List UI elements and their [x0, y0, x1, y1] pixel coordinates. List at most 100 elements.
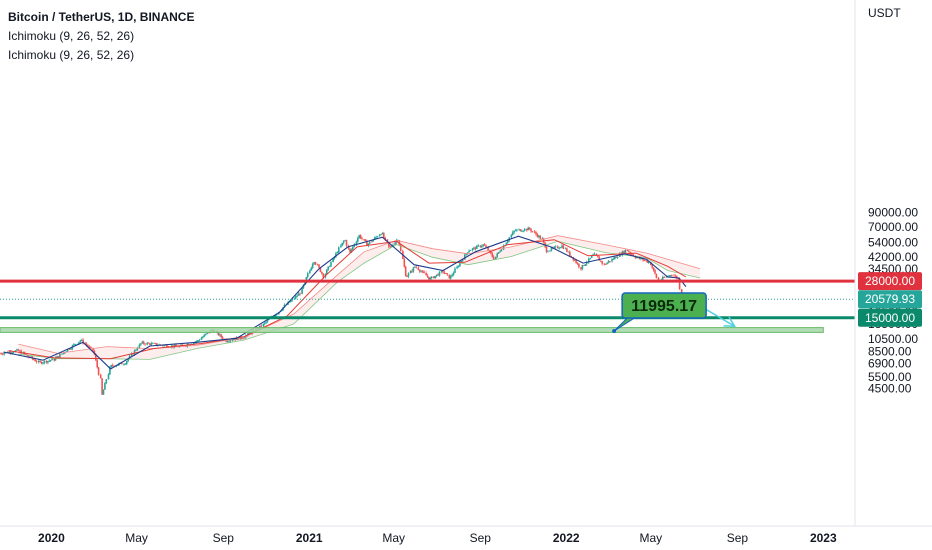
- candle: [522, 230, 525, 233]
- candle: [523, 228, 526, 232]
- candle: [3, 352, 5, 356]
- candle: [500, 249, 503, 252]
- x-tick-label: 2023: [810, 531, 837, 545]
- candle: [39, 359, 41, 363]
- chart-legend: Bitcoin / TetherUS, 1D, BINANCE Ichimoku…: [8, 8, 194, 65]
- candle: [412, 266, 415, 273]
- candle: [142, 340, 145, 345]
- candle: [407, 272, 410, 279]
- candle: [342, 240, 345, 245]
- x-tick-label: May: [382, 531, 405, 545]
- candle: [154, 342, 156, 344]
- candle: [394, 242, 396, 246]
- candle: [471, 247, 474, 252]
- candle: [419, 269, 421, 273]
- candle: [652, 267, 655, 272]
- candle: [262, 323, 265, 327]
- candle: [341, 242, 344, 247]
- time-axis[interactable]: 2020 May Sep 2021 May Sep 2022 May Sep 2023: [38, 531, 837, 545]
- drawing-overlays: 11995.17: [0, 279, 855, 333]
- candle: [469, 249, 472, 251]
- leading-span-a: [18, 235, 701, 354]
- candle: [623, 250, 625, 254]
- candle: [344, 239, 346, 242]
- x-tick-label: May: [125, 531, 148, 545]
- candle: [581, 264, 584, 271]
- candle: [654, 269, 656, 275]
- candle: [226, 340, 229, 343]
- candle: [521, 229, 523, 232]
- candle: [376, 235, 379, 238]
- candle: [96, 358, 98, 369]
- candle: [380, 233, 382, 236]
- x-tick-label: Sep: [727, 531, 749, 545]
- candle: [669, 275, 672, 277]
- candle: [421, 270, 424, 273]
- candle: [321, 271, 323, 275]
- candle: [626, 249, 629, 252]
- candle: [17, 348, 20, 351]
- candle: [606, 262, 608, 265]
- candle: [105, 379, 108, 385]
- candle: [593, 252, 596, 255]
- candle: [589, 258, 591, 260]
- candle: [99, 373, 102, 379]
- target-zone[interactable]: [0, 327, 824, 333]
- indicator-label-1[interactable]: Ichimoku (9, 26, 52, 26): [8, 29, 135, 43]
- candle: [514, 228, 517, 232]
- symbol-title[interactable]: Bitcoin / TetherUS, 1D, BINANCE: [8, 10, 195, 24]
- candle: [204, 333, 207, 336]
- candle: [218, 333, 221, 337]
- candle: [345, 239, 348, 247]
- callout-anchor-dot: [612, 328, 617, 333]
- candle: [519, 229, 522, 232]
- candle: [558, 246, 560, 250]
- candle: [429, 276, 432, 280]
- leading-span-b: [18, 240, 701, 360]
- candle: [404, 265, 407, 277]
- candle: [535, 230, 537, 236]
- candle: [562, 244, 565, 250]
- candle: [361, 236, 363, 241]
- candle: [614, 256, 616, 260]
- candle: [437, 273, 439, 276]
- candle: [426, 273, 429, 278]
- candle: [567, 251, 570, 253]
- candle: [603, 263, 606, 266]
- candle: [318, 264, 320, 268]
- candle: [456, 265, 458, 269]
- price-callout[interactable]: 11995.17: [612, 292, 707, 333]
- candle: [314, 261, 317, 266]
- candle: [533, 230, 536, 234]
- candle: [381, 232, 384, 235]
- candle: [492, 255, 495, 260]
- candle: [359, 234, 362, 239]
- indicator-label-2[interactable]: Ichimoku (9, 26, 52, 26): [8, 48, 135, 62]
- candle: [42, 362, 44, 365]
- candle: [144, 343, 146, 346]
- candle: [295, 294, 297, 300]
- candle: [327, 266, 329, 272]
- candle: [48, 359, 51, 362]
- candle: [468, 249, 470, 253]
- candle: [335, 251, 337, 258]
- candle: [516, 228, 518, 232]
- candle: [417, 266, 420, 271]
- candle: [102, 389, 105, 395]
- candle: [2, 352, 4, 356]
- candle: [482, 244, 484, 248]
- y-tick-label: 42000.00: [868, 250, 918, 264]
- x-tick-label: 2021: [296, 531, 323, 545]
- candle: [452, 271, 455, 277]
- candle: [531, 231, 534, 233]
- candle: [601, 260, 603, 266]
- candle: [474, 246, 477, 251]
- candle: [561, 244, 563, 249]
- base-line: [8, 239, 687, 360]
- candle: [549, 250, 551, 252]
- candle: [297, 291, 300, 296]
- candle: [451, 273, 453, 278]
- conversion-line: [3, 235, 687, 370]
- candle: [611, 258, 613, 263]
